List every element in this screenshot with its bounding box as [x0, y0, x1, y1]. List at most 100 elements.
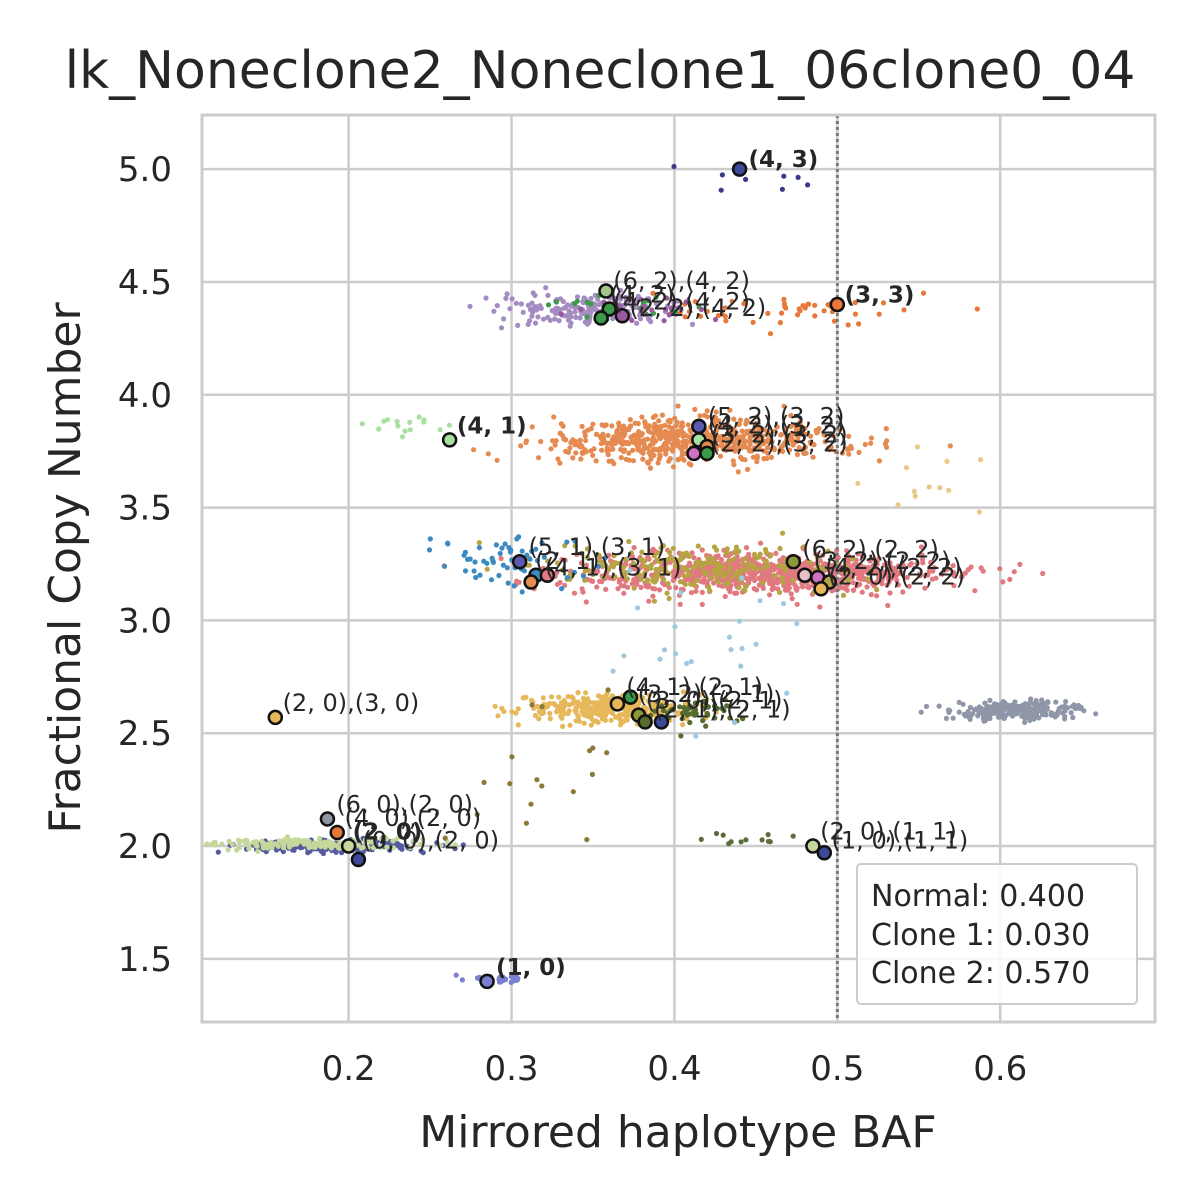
- scatter-point: [868, 435, 875, 441]
- scatter-point: [564, 312, 570, 319]
- scatter-point: [777, 320, 784, 326]
- scatter-point: [719, 440, 725, 446]
- scatter-point: [316, 839, 323, 845]
- scatter-point: [727, 407, 733, 413]
- scatter-point: [650, 577, 656, 583]
- scatter-point: [831, 318, 838, 324]
- y-tick-label: 2.5: [118, 714, 172, 754]
- scatter-point: [772, 428, 778, 434]
- scatter-point: [784, 690, 790, 696]
- scatter-point: [601, 574, 607, 580]
- scatter-point: [677, 579, 684, 585]
- scatter-point: [503, 295, 509, 301]
- scatter-point: [812, 302, 818, 308]
- scatter-point: [734, 590, 740, 596]
- scatter-point: [611, 553, 617, 559]
- scatter-point: [674, 419, 680, 426]
- scatter-point: [476, 545, 482, 551]
- scatter-point: [574, 551, 580, 558]
- scatter-point: [672, 572, 678, 578]
- scatter-point: [768, 454, 775, 460]
- scatter-point: [883, 426, 889, 432]
- scatter-point: [617, 722, 624, 728]
- scatter-point: [778, 432, 785, 438]
- scatter-point: [785, 572, 791, 578]
- scatter-point: [758, 574, 764, 580]
- scatter-point: [765, 310, 771, 316]
- scatter-point: [410, 838, 416, 844]
- scatter-point: [729, 574, 735, 580]
- scatter-point: [675, 428, 681, 434]
- scatter-point: [564, 539, 570, 545]
- scatter-point: [739, 645, 745, 652]
- scatter-point: [744, 418, 750, 424]
- scatter-point: [509, 296, 515, 302]
- scatter-point: [912, 493, 918, 499]
- scatter-point: [752, 423, 759, 429]
- scatter-point: [651, 452, 657, 458]
- scatter-point: [638, 432, 645, 438]
- highlight-point: [691, 418, 707, 435]
- scatter-point: [310, 842, 316, 848]
- scatter-point: [731, 719, 738, 726]
- scatter-point: [553, 299, 560, 305]
- scatter-point: [742, 444, 749, 450]
- scatter-point: [769, 586, 775, 593]
- scatter-point: [649, 562, 655, 568]
- cluster-label: (2, 2),(3, 2): [711, 429, 848, 457]
- scatter-point: [780, 530, 786, 536]
- scatter-point: [678, 590, 684, 596]
- scatter-point: [694, 559, 700, 565]
- scatter-point: [933, 575, 939, 581]
- scatter-point: [919, 557, 926, 563]
- scatter-point: [843, 564, 849, 570]
- scatter-point: [853, 561, 860, 568]
- scatter-point: [732, 578, 739, 584]
- scatter-point: [692, 700, 699, 706]
- scatter-point: [666, 585, 672, 591]
- scatter-point: [630, 458, 637, 464]
- scatter-point: [494, 457, 500, 463]
- scatter-point: [562, 557, 568, 563]
- scatter-point: [502, 541, 508, 547]
- scatter-point: [572, 309, 578, 315]
- scatter-point: [884, 582, 890, 588]
- scatter-point: [923, 703, 930, 710]
- scatter-point: [722, 593, 728, 600]
- scatter-point: [532, 320, 539, 326]
- scatter-point: [651, 703, 657, 709]
- scatter-point: [598, 434, 604, 440]
- cluster-label: (4, 2),(2, 2): [825, 554, 962, 582]
- scatter-point: [628, 423, 634, 429]
- scatter-point: [693, 733, 699, 739]
- scatter-point: [225, 847, 231, 853]
- scatter-point: [574, 294, 581, 300]
- scatter-point: [783, 567, 789, 574]
- cluster-label: (4, 2): [610, 281, 675, 309]
- scatter-point: [567, 323, 573, 329]
- scatter-point: [507, 306, 513, 312]
- scatter-point: [736, 569, 742, 575]
- scatter-point: [554, 581, 561, 588]
- scatter-point: [640, 695, 646, 701]
- scatter-point: [1011, 569, 1017, 575]
- scatter-point: [566, 308, 572, 314]
- scatter-point: [737, 443, 743, 449]
- scatter-point: [782, 441, 789, 447]
- scatter-point: [473, 574, 479, 581]
- scatter-point: [764, 455, 770, 462]
- scatter-point: [702, 698, 708, 705]
- scatter-point: [814, 554, 821, 561]
- legend-entry-clone-2: Clone 2: 0.570: [871, 956, 1090, 991]
- scatter-point: [588, 295, 594, 302]
- scatter-point: [588, 715, 595, 722]
- scatter-point: [854, 583, 860, 589]
- cluster-label: (2, 0): [353, 820, 423, 846]
- cluster-label: (3, 0),(2, 1): [646, 687, 783, 715]
- scatter-point: [795, 174, 801, 180]
- scatter-point: [579, 586, 585, 592]
- scatter-point: [908, 561, 914, 567]
- scatter-point: [759, 439, 765, 445]
- scatter-point: [596, 693, 602, 699]
- scatter-point: [750, 454, 757, 460]
